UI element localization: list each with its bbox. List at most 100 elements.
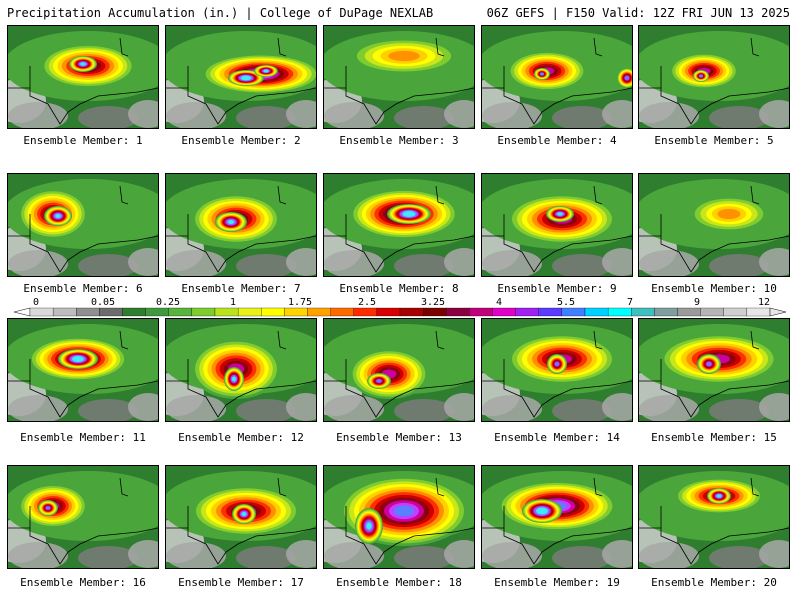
precip-contour [707, 362, 711, 366]
precip-field-map [8, 174, 158, 276]
colorbar-swatch [237, 307, 262, 317]
colorbar-swatch [52, 307, 77, 317]
colorbar-swatch [422, 307, 447, 317]
ensemble-member-caption: Ensemble Member: 12 [178, 431, 304, 444]
dry-area-shading [236, 254, 296, 276]
dry-area-shading [709, 106, 769, 128]
dry-area-shading [394, 106, 454, 128]
colorbar-swatch [446, 307, 470, 317]
dry-area-shading [78, 399, 138, 421]
dry-area-shading [602, 393, 632, 421]
state-boundary-lines [8, 330, 158, 418]
colorbar-tick-label: 5.5 [556, 297, 576, 308]
ensemble-member-caption: Ensemble Member: 16 [20, 576, 146, 589]
ensemble-member-caption: Ensemble Member: 20 [651, 576, 777, 589]
dry-area-shading [324, 102, 384, 128]
dry-area-shading [639, 250, 699, 276]
ensemble-member-caption: Ensemble Member: 14 [494, 431, 620, 444]
dry-area-shading [324, 395, 384, 421]
model-valid-time: 06Z GEFS | F150 Valid: 12Z FRI JUN 13 20… [486, 6, 790, 20]
ensemble-member-map [638, 173, 790, 277]
colorbar-max-arrow [769, 307, 787, 317]
dry-area-shading [236, 546, 296, 568]
ensemble-member-caption: Ensemble Member: 17 [178, 576, 304, 589]
colorbar-tick-label: 0.25 [155, 297, 181, 308]
ensemble-member-caption: Ensemble Member: 9 [497, 282, 617, 295]
state-boundary-lines [639, 477, 789, 565]
state-boundary-lines [8, 185, 158, 273]
ensemble-member-caption: Ensemble Member: 15 [651, 431, 777, 444]
dry-area-shading [236, 106, 296, 128]
precip-field-map [166, 26, 316, 128]
dry-area-shading [444, 540, 474, 568]
ensemble-member-map [165, 465, 317, 569]
colorbar-swatch [515, 307, 539, 317]
state-boundary-lines [324, 477, 474, 565]
ensemble-member-map [481, 318, 633, 422]
precip-contour [717, 208, 741, 220]
ensemble-member-map [638, 318, 790, 422]
state-boundary-lines [324, 330, 474, 418]
dry-area-shading [394, 546, 454, 568]
precip-contour [227, 220, 235, 224]
precip-field-map [166, 319, 316, 421]
state-boundary-lines [639, 185, 789, 273]
dry-area-shading [286, 248, 316, 276]
ensemble-member-caption: Ensemble Member: 8 [339, 282, 459, 295]
colorbar-swatch [376, 307, 401, 317]
precip-contour [536, 507, 548, 515]
dry-area-shading [709, 254, 769, 276]
dry-area-shading [8, 542, 68, 568]
colorbar-swatch [191, 307, 216, 317]
state-boundary-lines [8, 37, 158, 125]
dry-area-shading [709, 546, 769, 568]
ensemble-member-map [7, 318, 159, 422]
dry-area-shading [552, 399, 612, 421]
colorbar-swatch [746, 307, 771, 317]
ensemble-member-map [323, 173, 475, 277]
precip-field-map [8, 319, 158, 421]
precip-contour [55, 214, 61, 218]
colorbar-swatch [353, 307, 378, 317]
ensemble-member-caption: Ensemble Member: 13 [336, 431, 462, 444]
colorbar-swatch [168, 307, 193, 317]
dry-area-shading [394, 399, 454, 421]
precip-field-map [639, 466, 789, 568]
ensemble-member-map [7, 465, 159, 569]
dry-area-shading [759, 393, 789, 421]
dry-area-shading [166, 102, 226, 128]
precip-contour [540, 72, 544, 76]
colorbar-swatch [122, 307, 146, 317]
colorbar-min-arrow [13, 307, 31, 317]
dry-area-shading [324, 250, 384, 276]
dry-area-shading [78, 546, 138, 568]
ensemble-member-map [638, 465, 790, 569]
dry-area-shading [482, 250, 542, 276]
state-boundary-lines [639, 37, 789, 125]
precip-contour [72, 356, 84, 362]
colorbar-swatch [145, 307, 169, 317]
dry-area-shading [128, 248, 158, 276]
precip-contour [366, 522, 372, 530]
precip-contour [263, 69, 269, 73]
dry-area-shading [78, 106, 138, 128]
precip-contour [241, 512, 247, 516]
dry-area-shading [602, 100, 632, 128]
colorbar-tick-label: 1.75 [287, 297, 313, 308]
state-boundary-lines [639, 330, 789, 418]
ensemble-member-map [165, 173, 317, 277]
dry-area-shading [128, 100, 158, 128]
ensemble-member-map [7, 173, 159, 277]
colorbar-swatch [261, 307, 285, 317]
precip-field-map [639, 174, 789, 276]
precip-field-map [324, 174, 474, 276]
dry-area-shading [759, 540, 789, 568]
dry-area-shading [639, 395, 699, 421]
dry-area-shading [166, 542, 226, 568]
state-boundary-lines [166, 477, 316, 565]
dry-area-shading [324, 542, 384, 568]
precip-contour [388, 50, 420, 62]
dry-area-shading [394, 254, 454, 276]
colorbar-swatch [99, 307, 123, 317]
dry-area-shading [166, 395, 226, 421]
